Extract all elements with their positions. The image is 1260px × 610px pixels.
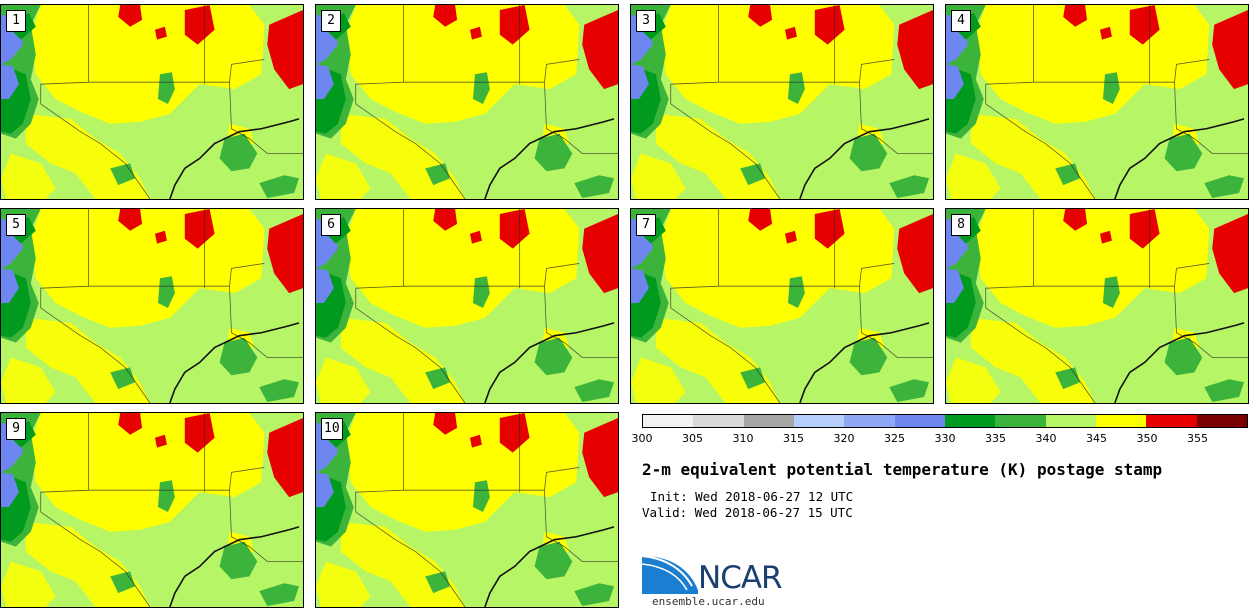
colorbar-bin [743, 415, 794, 427]
colorbar-bin [944, 415, 996, 427]
colorbar-tick-label: 330 [934, 432, 956, 445]
panel-number-8: 8 [951, 214, 971, 236]
panel-number-2: 2 [321, 10, 341, 32]
panel-number-1: 1 [6, 10, 26, 32]
ensemble-panel-10: 10 [315, 412, 619, 608]
ensemble-panel-2: 2 [315, 4, 619, 200]
colorbar-bin [1196, 415, 1247, 427]
valid-time: Valid: Wed 2018-06-27 15 UTC [642, 505, 853, 520]
ensemble-panel-6: 6 [315, 208, 619, 404]
colorbar-bin [1095, 415, 1147, 427]
colorbar-bin [844, 415, 895, 427]
panel-number-7: 7 [636, 214, 656, 236]
colorbar-tick-label: 355 [1187, 432, 1208, 445]
panel-number-10: 10 [321, 418, 343, 440]
logo-url: ensemble.ucar.edu [652, 595, 765, 608]
panel-number-4: 4 [951, 10, 971, 32]
ensemble-panel-1: 1 [0, 4, 304, 200]
colorbar-tick-label: 325 [884, 432, 905, 445]
colorbar-bin [643, 415, 694, 427]
colorbar-tick-label: 340 [1035, 432, 1057, 445]
colorbar-tick-label: 335 [985, 432, 1006, 445]
colorbar-tick-label: 305 [682, 432, 703, 445]
colorbar-tick-label: 345 [1086, 432, 1107, 445]
ncar-logo-icon [642, 555, 698, 594]
panel-number-5: 5 [6, 214, 26, 236]
colorbar-bin [793, 415, 845, 427]
logo-name: NCAR [698, 560, 783, 596]
ensemble-panel-3: 3 [630, 4, 934, 200]
figure-title: 2-m equivalent potential temperature (K)… [642, 460, 1163, 479]
colorbar-bin [1045, 415, 1096, 427]
colorbar-tick-label: 310 [732, 432, 754, 445]
ensemble-panel-8: 8 [945, 208, 1249, 404]
colorbar-tick-label: 315 [783, 432, 804, 445]
colorbar-bin [1146, 415, 1197, 427]
ensemble-panel-5: 5 [0, 208, 304, 404]
init-time: Init: Wed 2018-06-27 12 UTC [650, 489, 854, 504]
colorbar-bin [995, 415, 1046, 427]
ensemble-panel-7: 7 [630, 208, 934, 404]
ensemble-panel-4: 4 [945, 4, 1249, 200]
colorbar-tick-label: 300 [631, 432, 653, 445]
colorbar: 300 305 310 315 320 325 330 335 340 345 350 355 [632, 414, 1248, 450]
colorbar-bin [894, 415, 945, 427]
panel-number-3: 3 [636, 10, 656, 32]
colorbar-bin [693, 415, 744, 427]
colorbar-tick-label: 350 [1136, 432, 1158, 445]
colorbar-tick-label: 320 [833, 432, 855, 445]
ensemble-panel-9: 9 [0, 412, 304, 608]
panel-number-9: 9 [6, 418, 26, 440]
panel-number-6: 6 [321, 214, 341, 236]
colorbar-bins [642, 414, 1248, 428]
